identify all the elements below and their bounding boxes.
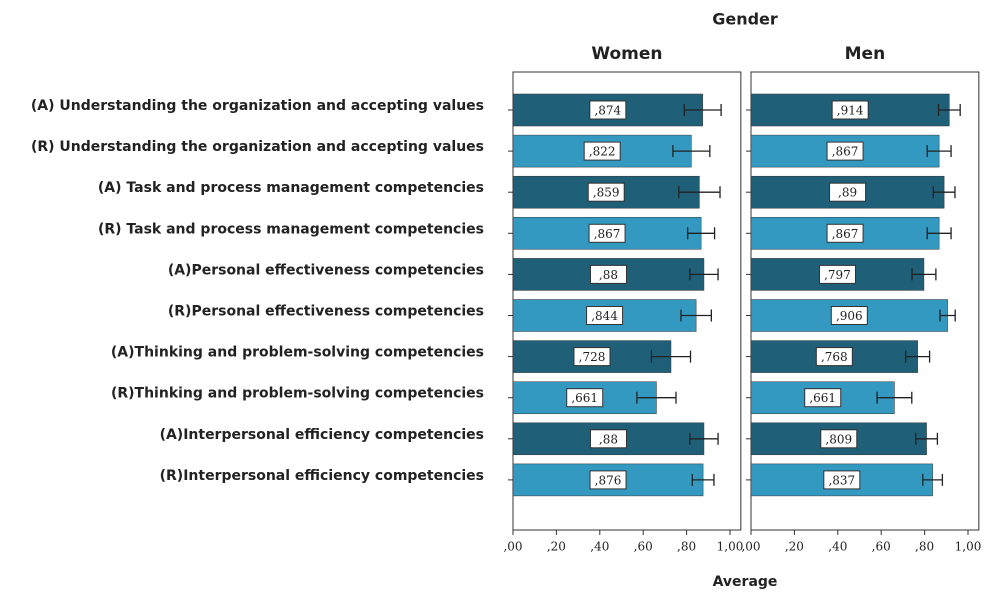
- value-label: ,728: [579, 350, 606, 364]
- value-label: ,914: [837, 104, 864, 118]
- value-label: ,906: [836, 309, 863, 323]
- value-label: ,874: [594, 104, 621, 118]
- value-label: ,837: [828, 473, 855, 487]
- value-label-box: [586, 306, 624, 325]
- value-label: ,88: [599, 432, 618, 446]
- value-label: ,797: [824, 268, 851, 282]
- value-label: ,768: [821, 350, 848, 364]
- value-label-box: [589, 100, 627, 120]
- value-label-box: [820, 429, 858, 449]
- value-label-box: [589, 470, 627, 490]
- x-tick-label: ,20: [547, 540, 566, 554]
- category-label: (R)Personal effectiveness competencies: [168, 304, 484, 320]
- value-label-box: [818, 264, 856, 284]
- x-tick-label: ,40: [828, 540, 847, 554]
- x-tick-label: ,80: [677, 540, 696, 554]
- bar: [750, 299, 948, 332]
- value-label: ,867: [594, 227, 621, 241]
- x-tick-label: ,40: [590, 540, 609, 554]
- x-tick-label: 1,00: [717, 540, 744, 554]
- value-label-box: [829, 182, 867, 202]
- category-label: (A)Interpersonal efficiency competencies: [160, 427, 484, 443]
- x-tick-label: ,60: [634, 540, 653, 554]
- value-label: ,844: [591, 309, 618, 323]
- value-label-box: [804, 388, 842, 408]
- value-label-box: [587, 182, 625, 202]
- category-label: (A)Personal effectiveness competencies: [168, 262, 484, 278]
- value-label: ,661: [571, 391, 598, 405]
- value-label: ,822: [589, 145, 616, 159]
- chart-title: Gender: [712, 10, 778, 29]
- value-label-box: [583, 141, 621, 161]
- value-label: ,876: [595, 473, 622, 487]
- x-tick-label: 1,00: [955, 540, 982, 554]
- value-label: ,88: [599, 268, 618, 282]
- value-label-box: [588, 223, 626, 243]
- value-label: ,809: [825, 432, 852, 446]
- category-label: (A) Understanding the organization and a…: [31, 98, 484, 114]
- value-label-box: [573, 347, 611, 367]
- x-tick-label: ,00: [741, 540, 760, 554]
- category-label: (R) Task and process management competen…: [98, 221, 484, 237]
- x-tick-label: ,80: [915, 540, 934, 554]
- x-tick-label: ,20: [785, 540, 804, 554]
- value-label-box: [831, 100, 869, 120]
- value-label-box: [823, 470, 861, 490]
- category-label: (A) Task and process management competen…: [98, 180, 484, 196]
- category-label: (A)Thinking and problem-solving competen…: [111, 345, 484, 361]
- value-label: ,867: [832, 145, 859, 159]
- value-label-box: [589, 264, 627, 284]
- value-label-box: [589, 429, 627, 449]
- category-label: (R) Understanding the organization and a…: [31, 139, 484, 155]
- value-label-box: [566, 388, 604, 408]
- value-label: ,859: [593, 186, 620, 200]
- category-label: (R)Thinking and problem-solving competen…: [111, 386, 484, 402]
- x-axis-label: Average: [713, 574, 778, 590]
- value-label-box: [826, 141, 864, 161]
- panel-title: Men: [845, 44, 886, 64]
- x-tick-label: ,00: [503, 540, 522, 554]
- value-label: ,661: [809, 391, 836, 405]
- value-label-box: [826, 223, 864, 243]
- panel-title: Women: [591, 44, 662, 64]
- value-label-box: [830, 306, 868, 325]
- value-label: ,89: [838, 186, 857, 200]
- value-label: ,867: [832, 227, 859, 241]
- category-label: (R)Interpersonal efficiency competencies: [160, 468, 484, 484]
- x-tick-label: ,60: [872, 540, 891, 554]
- value-label-box: [815, 347, 853, 367]
